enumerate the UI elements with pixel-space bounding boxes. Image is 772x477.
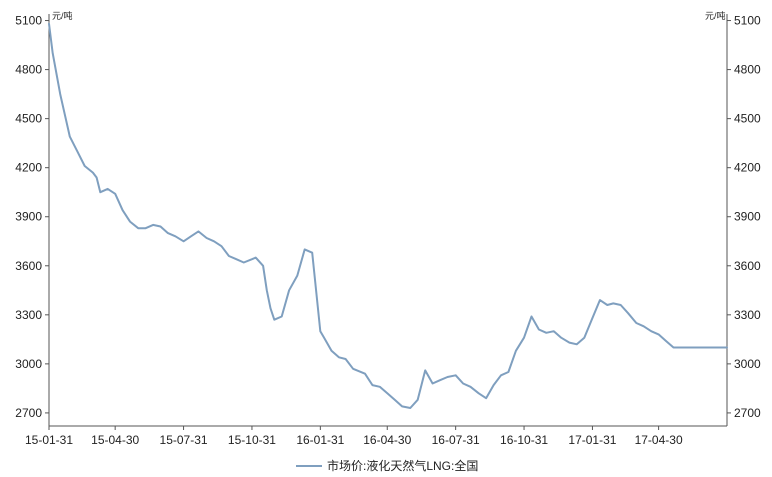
- x-tick-label: 16-04-30: [363, 433, 411, 447]
- y-tick-label-left: 5100: [15, 14, 42, 28]
- y-tick-label-left: 3300: [15, 308, 42, 322]
- x-tick-label: 15-10-31: [228, 433, 276, 447]
- y-tick-label-left: 4800: [15, 63, 42, 77]
- tick-labels: 2700 2700 3000 3000 3300 3300 3600 3600 3900 3900…: [15, 14, 761, 447]
- y-unit-right: 元/吨: [705, 10, 726, 21]
- y-tick-label-left: 3000: [15, 357, 42, 371]
- x-tick-label: 15-07-31: [160, 433, 208, 447]
- x-tick-label: 16-10-31: [500, 433, 548, 447]
- axes: [45, 14, 731, 430]
- x-tick-label: 15-04-30: [91, 433, 139, 447]
- y-tick-label-left: 4500: [15, 112, 42, 126]
- y-tick-label-left: 3600: [15, 259, 42, 273]
- y-tick-label-right: 4200: [734, 161, 761, 175]
- y-tick-label-left: 4200: [15, 161, 42, 175]
- y-tick-label-right: 3600: [734, 259, 761, 273]
- legend: 市场价:液化天然气LNG:全国: [296, 458, 478, 473]
- x-tick-label: 17-01-31: [568, 433, 616, 447]
- y-tick-label-left: 2700: [15, 406, 42, 420]
- x-tick-label: 15-01-31: [25, 433, 73, 447]
- y-tick-label-right: 4500: [734, 112, 761, 126]
- legend-label: 市场价:液化天然气LNG:全国: [327, 458, 478, 473]
- y-unit-left: 元/吨: [52, 10, 73, 21]
- y-tick-label-left: 3900: [15, 210, 42, 224]
- y-tick-label-right: 3300: [734, 308, 761, 322]
- series-line-lng-price: [48, 22, 728, 409]
- x-tick-label: 17-04-30: [635, 433, 683, 447]
- x-tick-label: 16-07-31: [432, 433, 480, 447]
- y-tick-label-right: 2700: [734, 406, 761, 420]
- y-tick-label-right: 3900: [734, 210, 761, 224]
- y-tick-label-right: 5100: [734, 14, 761, 28]
- y-tick-label-right: 3000: [734, 357, 761, 371]
- y-tick-label-right: 4800: [734, 63, 761, 77]
- x-tick-label: 16-01-31: [296, 433, 344, 447]
